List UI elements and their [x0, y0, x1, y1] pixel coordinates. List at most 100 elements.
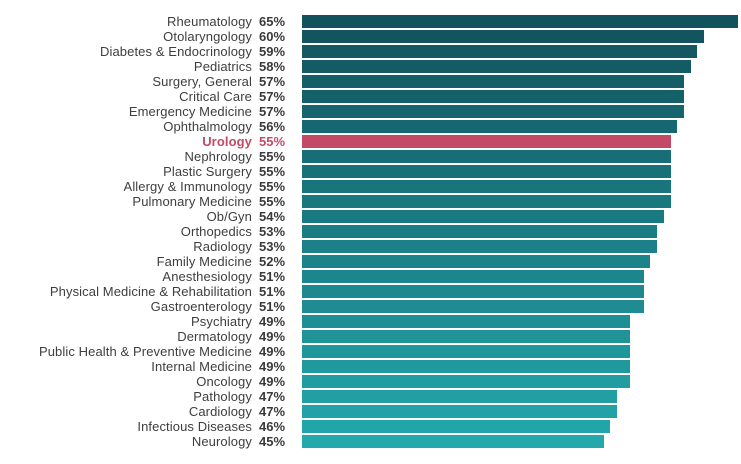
- bar: [302, 405, 617, 418]
- value-label: 51%: [259, 299, 286, 314]
- category-label: Family Medicine: [156, 254, 252, 269]
- category-label: Critical Care: [179, 89, 252, 104]
- category-label: Infectious Diseases: [137, 419, 252, 434]
- bar: [302, 375, 630, 388]
- category-label: Anesthesiology: [162, 269, 252, 284]
- bar: [302, 315, 630, 328]
- chart-row: Pathology 47%: [0, 389, 741, 404]
- category-label: Neurology: [191, 434, 252, 449]
- category-label: Pathology: [193, 389, 252, 404]
- value-label: 59%: [259, 44, 286, 59]
- category-label: Orthopedics: [180, 224, 252, 239]
- value-label: 53%: [259, 224, 286, 239]
- bar: [302, 255, 650, 268]
- value-label: 49%: [259, 359, 286, 374]
- chart-row: Otolaryngology 60%: [0, 29, 741, 44]
- category-label: Dermatology: [177, 329, 252, 344]
- bar: [302, 195, 671, 208]
- value-label: 47%: [259, 404, 286, 419]
- chart-row: Ophthalmology 56%: [0, 119, 741, 134]
- value-label: 55%: [259, 149, 286, 164]
- bar: [302, 45, 697, 58]
- value-label: 52%: [259, 254, 286, 269]
- bar: [302, 345, 630, 358]
- chart-row: Physical Medicine & Rehabilitation 51%: [0, 284, 741, 299]
- bar: [302, 285, 644, 298]
- value-label: 53%: [259, 239, 286, 254]
- value-label: 57%: [259, 74, 286, 89]
- bar: [302, 420, 610, 433]
- category-label: Rheumatology: [166, 14, 252, 29]
- value-label: 46%: [259, 419, 286, 434]
- bar: [302, 270, 644, 283]
- bar: [302, 120, 677, 133]
- value-label: 57%: [259, 89, 286, 104]
- category-label: Cardiology: [188, 404, 252, 419]
- bar: [302, 360, 630, 373]
- chart-row: Surgery, General 57%: [0, 74, 741, 89]
- category-label: Pulmonary Medicine: [132, 194, 252, 209]
- value-label: 54%: [259, 209, 286, 224]
- chart-row: Gastroenterology 51%: [0, 299, 741, 314]
- value-label: 57%: [259, 104, 286, 119]
- value-label: 55%: [259, 164, 286, 179]
- category-label: Nephrology: [184, 149, 252, 164]
- chart-row: Plastic Surgery 55%: [0, 164, 741, 179]
- value-label: 56%: [259, 119, 286, 134]
- chart-row: Family Medicine 52%: [0, 254, 741, 269]
- category-label: Urology: [202, 134, 252, 149]
- chart-row: Radiology 53%: [0, 239, 741, 254]
- category-label: Otolaryngology: [163, 29, 252, 44]
- chart-row: Ob/Gyn 54%: [0, 209, 741, 224]
- chart-row: Pulmonary Medicine 55%: [0, 194, 741, 209]
- bar: [302, 15, 738, 28]
- category-label: Ophthalmology: [163, 119, 252, 134]
- value-label: 60%: [259, 29, 286, 44]
- value-label: 49%: [259, 329, 286, 344]
- bar: [302, 30, 704, 43]
- chart-row: Nephrology 55%: [0, 149, 741, 164]
- category-label: Emergency Medicine: [128, 104, 252, 119]
- chart-row: Critical Care 57%: [0, 89, 741, 104]
- bar: [302, 90, 684, 103]
- bar: [302, 240, 657, 253]
- value-label: 58%: [259, 59, 286, 74]
- value-label: 47%: [259, 389, 286, 404]
- chart-row: Rheumatology 65%: [0, 14, 741, 29]
- value-label: 55%: [259, 179, 286, 194]
- category-label: Gastroenterology: [150, 299, 252, 314]
- bar: [302, 150, 671, 163]
- chart-row: Psychiatry 49%: [0, 314, 741, 329]
- category-label: Allergy & Immunology: [123, 179, 252, 194]
- value-label: 55%: [259, 134, 286, 149]
- chart-row: Infectious Diseases 46%: [0, 419, 741, 434]
- chart-row: Urology 55%: [0, 134, 741, 149]
- category-label: Surgery, General: [152, 74, 252, 89]
- category-label: Radiology: [193, 239, 252, 254]
- chart-row: Internal Medicine 49%: [0, 359, 741, 374]
- chart-row: Allergy & Immunology 55%: [0, 179, 741, 194]
- chart-row: Pediatrics 58%: [0, 59, 741, 74]
- category-label: Psychiatry: [191, 314, 252, 329]
- chart-row: Oncology 49%: [0, 374, 741, 389]
- value-label: 55%: [259, 194, 286, 209]
- category-label: Plastic Surgery: [163, 164, 252, 179]
- bar: [302, 105, 684, 118]
- bar: [302, 180, 671, 193]
- bar: [302, 60, 691, 73]
- bar: [302, 75, 684, 88]
- category-label: Ob/Gyn: [206, 209, 252, 224]
- category-label: Internal Medicine: [151, 359, 252, 374]
- category-label: Physical Medicine & Rehabilitation: [49, 284, 252, 299]
- category-label: Diabetes & Endocrinology: [100, 44, 252, 59]
- category-label: Oncology: [196, 374, 252, 389]
- highlighted-bar: [302, 135, 671, 148]
- chart-row: Diabetes & Endocrinology 59%: [0, 44, 741, 59]
- category-label: Pediatrics: [193, 59, 252, 74]
- chart-row: Emergency Medicine 57%: [0, 104, 741, 119]
- category-label: Public Health & Preventive Medicine: [38, 344, 252, 359]
- chart-row: Anesthesiology 51%: [0, 269, 741, 284]
- value-label: 49%: [259, 314, 286, 329]
- value-label: 51%: [259, 284, 286, 299]
